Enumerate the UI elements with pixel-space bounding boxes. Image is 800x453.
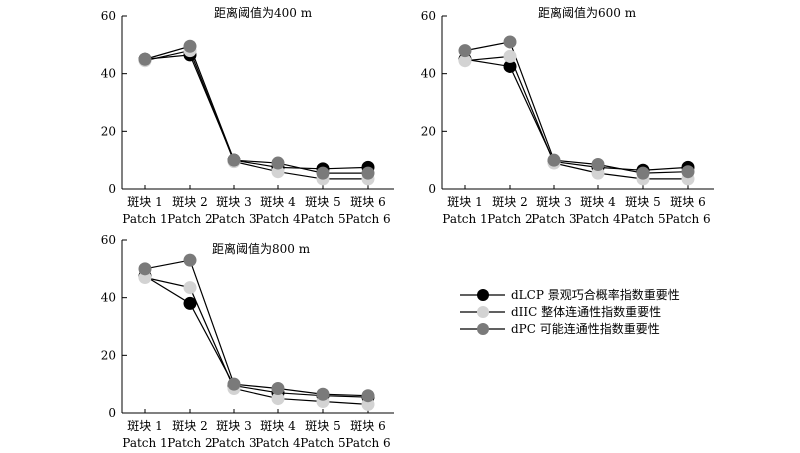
series-3-point [316, 166, 330, 180]
x-tick-label-en: Patch 5 [300, 212, 345, 226]
series-line-2 [144, 49, 368, 180]
series-3-point [138, 262, 152, 276]
x-tick-label-cn: 斑块 6 [670, 195, 705, 209]
x-tick-label-en: Patch 2 [167, 212, 212, 226]
chart-title: 距离阈值为800 m [212, 241, 311, 256]
x-tick-label-cn: 斑块 3 [216, 195, 251, 209]
series-line-3 [464, 41, 689, 174]
x-tick-label-en: Patch 3 [211, 436, 256, 450]
chart-panel-3: 0 20 40 60 斑块 1 Patch 1 斑块 2 Patch 2 斑块 3 Patch 3… [101, 233, 394, 450]
x-tick-label-cn: 斑块 5 [625, 195, 660, 209]
series-3-point [361, 389, 375, 403]
series-3-point [361, 166, 375, 180]
y-tick-label: 0 [108, 406, 116, 420]
series-3-point [547, 153, 561, 167]
x-tick-label-cn: 斑块 1 [127, 195, 162, 209]
series-3-point [227, 153, 241, 167]
x-tick-label-cn: 斑块 6 [350, 195, 385, 209]
x-tick-label-cn: 斑块 1 [127, 419, 162, 433]
x-tick-label-en: Patch 4 [255, 212, 301, 226]
series-line-2 [144, 276, 369, 405]
chart-panel-1: 0 20 40 60 斑块 1 Patch 1 斑块 2 Patch 2 斑块 3 Patch 3… [101, 5, 394, 226]
series-2-point [458, 54, 472, 68]
series-3-point [183, 39, 197, 53]
series-3-point [183, 253, 197, 267]
y-tick-label: 60 [101, 9, 116, 23]
chart-title: 距离阈值为400 m [214, 5, 313, 20]
y-tick-label: 20 [101, 348, 116, 362]
series-line-1 [144, 275, 369, 398]
x-tick-label-en: Patch 1 [122, 212, 167, 226]
y-tick-label: 0 [108, 182, 116, 196]
x-tick-label-cn: 斑块 5 [305, 195, 340, 209]
x-tick-label-cn: 斑块 2 [172, 195, 207, 209]
x-tick-label-cn: 斑块 2 [492, 195, 527, 209]
y-tick-label: 20 [421, 124, 436, 138]
y-tick-label: 0 [428, 182, 436, 196]
x-tick-label-en: Patch 6 [345, 436, 390, 450]
legend-label-dlcp: dLCP 景观巧合概率指数重要性 [511, 287, 680, 302]
series-3-point [271, 156, 285, 170]
x-tick-label-en: Patch 2 [487, 212, 532, 226]
y-tick-label: 20 [101, 124, 116, 138]
x-tick-label-en: Patch 4 [575, 212, 621, 226]
series-3-point [316, 387, 330, 401]
legend-marker-dpc [477, 323, 489, 335]
x-tick-label-en: Patch 3 [531, 212, 576, 226]
x-tick-label-cn: 斑块 5 [305, 419, 340, 433]
series-3-point [271, 381, 285, 395]
x-tick-label-en: Patch 2 [167, 436, 212, 450]
chart-panel-2: 0 20 40 60 斑块 1 Patch 1 斑块 2 Patch 2 斑块 3 Patch 3… [421, 5, 714, 226]
x-tick-label-cn: 斑块 2 [172, 419, 207, 433]
series-3-point [681, 165, 695, 179]
series-line-2 [464, 55, 688, 180]
x-tick-label-en: Patch 6 [665, 212, 710, 226]
chart-title: 距离阈值为600 m [538, 5, 637, 20]
legend-label-diic: dIIC 整体连通性指数重要性 [511, 304, 661, 319]
y-tick-label: 40 [101, 291, 116, 305]
y-tick-label: 60 [421, 9, 436, 23]
x-tick-label-cn: 斑块 4 [580, 195, 616, 209]
series-3-point [458, 44, 472, 58]
series-3-point [591, 157, 605, 171]
x-tick-label-cn: 斑块 3 [536, 195, 571, 209]
legend-label-dpc: dPC 可能连通性指数重要性 [511, 321, 660, 336]
series-2-point [271, 392, 285, 406]
x-tick-label-cn: 斑块 1 [447, 195, 482, 209]
y-tick-label: 60 [101, 233, 116, 247]
x-tick-label-en: Patch 1 [122, 436, 167, 450]
series-1-point [503, 59, 517, 73]
y-tick-label: 40 [421, 67, 436, 81]
x-tick-label-en: Patch 3 [211, 212, 256, 226]
x-tick-label-cn: 斑块 4 [260, 195, 296, 209]
x-tick-label-cn: 斑块 3 [216, 419, 251, 433]
series-3-point [503, 35, 517, 49]
legend-marker-dlcp [477, 289, 489, 301]
series-3-point [636, 166, 650, 180]
series-line-1 [144, 54, 369, 170]
x-tick-label-en: Patch 5 [620, 212, 665, 226]
x-tick-label-en: Patch 6 [345, 212, 390, 226]
legend-marker-diic [477, 306, 489, 318]
legend: dLCP 景观巧合概率指数重要性 dIIC 整体连通性指数重要性 dPC 可能连… [460, 287, 680, 336]
series-1-point [183, 296, 197, 310]
x-tick-label-en: Patch 1 [442, 212, 487, 226]
x-tick-label-cn: 斑块 6 [350, 419, 385, 433]
series-3-point [227, 377, 241, 391]
x-tick-label-en: Patch 5 [300, 436, 345, 450]
x-tick-label-cn: 斑块 4 [260, 419, 296, 433]
series-3-point [138, 52, 152, 66]
y-tick-label: 40 [101, 67, 116, 81]
series-line-3 [144, 259, 369, 397]
series-line-3 [144, 45, 368, 174]
series-line-1 [464, 58, 689, 171]
series-2-point [503, 49, 517, 63]
x-tick-label-en: Patch 4 [255, 436, 301, 450]
series-2-point [183, 281, 197, 295]
